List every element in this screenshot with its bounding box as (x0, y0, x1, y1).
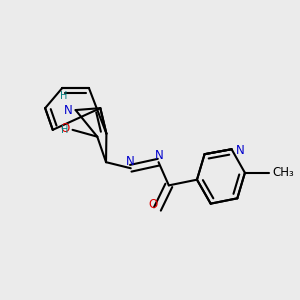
Text: N: N (64, 104, 73, 117)
Text: N: N (126, 155, 134, 168)
Text: N: N (236, 144, 244, 157)
Text: O: O (60, 122, 70, 135)
Text: H: H (61, 91, 68, 101)
Text: H: H (61, 125, 69, 135)
Text: CH₃: CH₃ (272, 166, 294, 179)
Text: N: N (155, 149, 164, 162)
Text: O: O (148, 198, 158, 211)
